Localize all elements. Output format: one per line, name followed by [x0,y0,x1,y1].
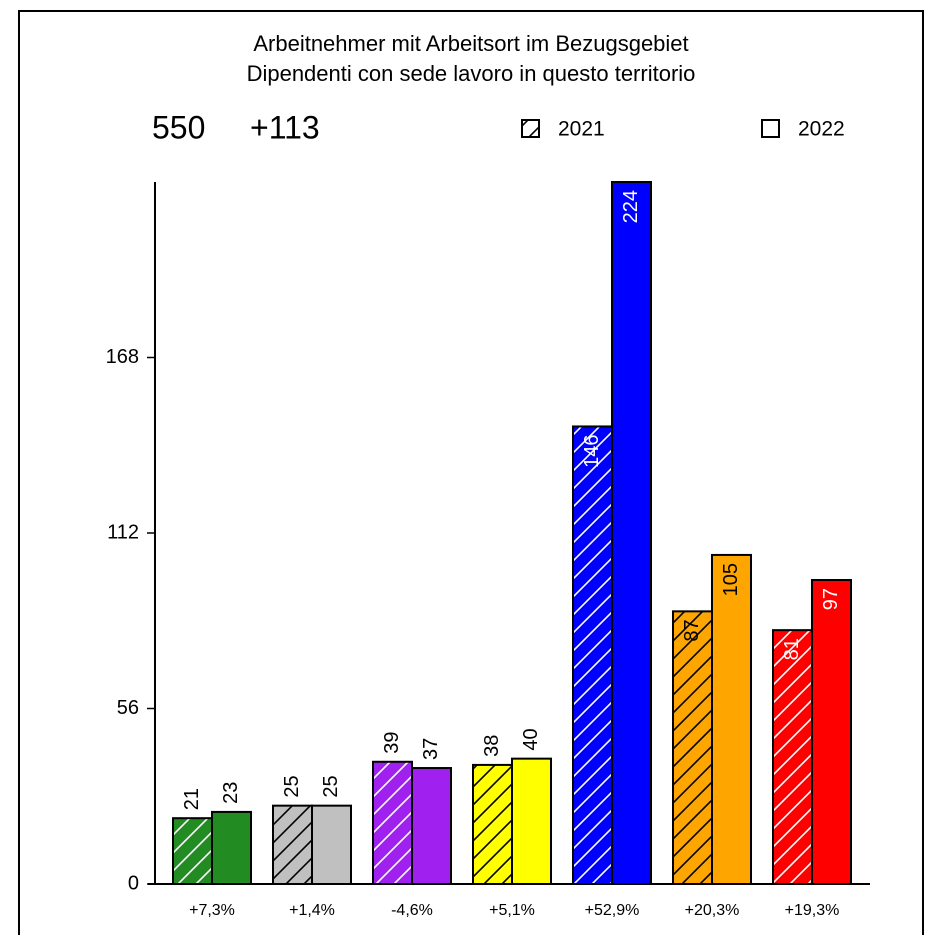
value-label: 25 [320,775,342,797]
x-tick-label: +52,9% [585,902,640,919]
bar [272,804,313,886]
bar [411,767,452,885]
x-tick-label: +19,3% [785,902,840,919]
value-label: 37 [420,738,442,760]
value-label: 39 [381,732,403,754]
bar [711,553,752,885]
bar [472,763,513,885]
x-tick-label: +20,3% [685,902,740,919]
bar [772,629,813,886]
x-tick-label: -4,6% [391,902,433,919]
chart-title: Arbeitnehmer mit Arbeitsort im Bezugsgeb… [253,31,688,56]
bar [172,817,213,885]
bar [672,610,713,885]
value-label: 146 [581,434,603,467]
legend-label: 2021 [558,118,605,141]
x-tick-label: +7,3% [189,902,235,919]
value-label: 40 [520,728,542,750]
value-label: 87 [681,619,703,641]
value-label: 81 [781,638,803,660]
frame [18,10,924,935]
value-label: 97 [820,588,842,610]
y-tick-label: 112 [107,521,139,543]
y-tick-label: 56 [117,697,139,719]
y-tick-label: 168 [106,346,139,368]
bar [372,760,413,886]
chart-subtitle: Dipendenti con sede lavoro in questo ter… [247,61,696,86]
x-tick-label: +1,4% [289,902,335,919]
bar [572,425,613,885]
value-label: 105 [720,563,742,596]
summary-total: 550 [152,109,205,145]
x-tick-label: +5,1% [489,902,535,919]
legend-label: 2022 [798,118,845,141]
value-label: 224 [620,190,642,223]
value-label: 38 [481,735,503,757]
bar [811,579,852,885]
value-label: 23 [220,782,242,804]
legend-swatch [761,119,780,138]
legend-swatch [521,119,540,138]
value-label: 25 [281,775,303,797]
summary-change: +113 [250,109,320,145]
y-tick-label: 0 [128,872,139,894]
bar [311,804,352,886]
bar [511,757,552,886]
bar [611,181,652,885]
value-label: 21 [181,788,203,810]
bar [211,810,252,885]
